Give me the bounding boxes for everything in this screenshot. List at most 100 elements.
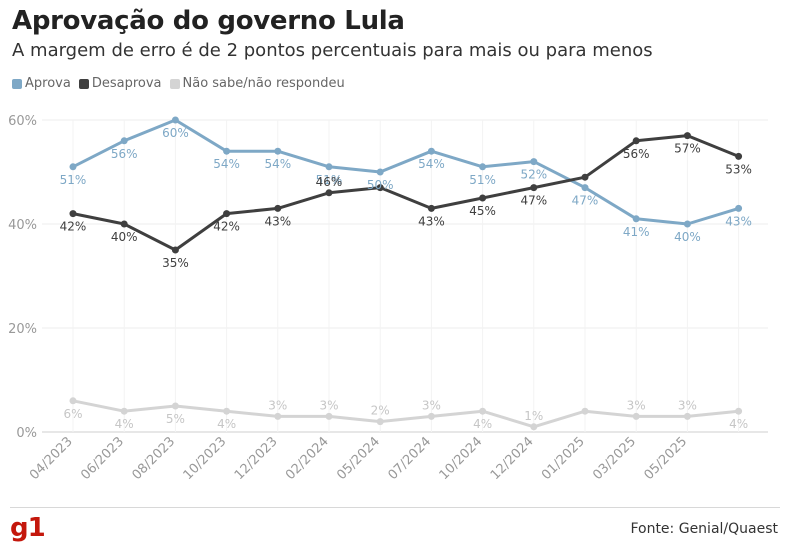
y-tick-label: 0% (16, 426, 37, 441)
data-point (69, 210, 77, 218)
line-chart: 0%20%40%60%04/2023 06/2023 08/2023 10/2023 1… (8, 114, 768, 483)
data-label: 4% (115, 417, 134, 431)
data-label: 51% (60, 173, 87, 187)
data-point (120, 137, 128, 145)
data-point (427, 147, 435, 155)
x-tick-label: 10/2023 (181, 434, 230, 483)
data-label: 3% (422, 398, 441, 412)
data-point (274, 204, 282, 212)
data-label: 4% (473, 417, 492, 431)
data-label: 47% (572, 194, 599, 208)
footer-divider (10, 507, 780, 508)
legend-swatch-nao-sabe (169, 78, 180, 89)
data-label: 5% (166, 412, 185, 426)
chart-subtitle: A margem de erro é de 2 pontos percentua… (12, 40, 653, 61)
data-label: 43% (418, 214, 445, 228)
x-tick-label: 05/2025 (641, 434, 690, 483)
data-point (325, 189, 333, 197)
y-tick-label: 20% (8, 322, 37, 337)
data-label: 54% (213, 157, 240, 171)
series-line (71, 118, 741, 226)
data-point (274, 412, 282, 420)
x-tick-label: 08/2023 (129, 434, 178, 483)
data-point (274, 147, 282, 155)
legend-item-desaprova: Desaprova (78, 76, 162, 91)
data-label: 3% (627, 398, 646, 412)
data-label: 43% (264, 214, 291, 228)
data-point (223, 147, 231, 155)
data-label: 35% (162, 256, 189, 270)
data-point (530, 158, 538, 166)
x-tick-label: 04/2023 (27, 434, 76, 483)
data-label: 54% (418, 157, 445, 171)
data-point (632, 137, 640, 145)
data-point (325, 163, 333, 171)
data-label: 40% (674, 230, 701, 244)
data-label: 3% (319, 398, 338, 412)
data-label: 4% (217, 417, 236, 431)
data-label: 42% (60, 220, 87, 234)
data-label: 56% (111, 147, 138, 161)
data-label: 54% (264, 157, 291, 171)
data-point (427, 204, 435, 212)
legend-label-desaprova: Desaprova (91, 76, 162, 91)
data-point (735, 204, 743, 212)
data-label: 53% (725, 162, 752, 176)
data-label: 40% (111, 230, 138, 244)
data-label: 4% (729, 417, 748, 431)
data-point (69, 397, 77, 405)
x-tick-label: 12/2024 (488, 434, 537, 483)
data-point (427, 412, 435, 420)
x-tick-label: 05/2024 (334, 434, 383, 483)
x-tick-label: 07/2024 (385, 434, 434, 483)
data-point (479, 163, 487, 171)
data-label: 6% (63, 407, 82, 421)
data-point (735, 152, 743, 160)
data-label: 51% (316, 173, 343, 187)
x-tick-label: 02/2024 (283, 434, 332, 483)
data-point (530, 184, 538, 192)
data-label: 3% (678, 398, 697, 412)
source-text: Fonte: Genial/Quaest (630, 521, 778, 537)
data-label: 51% (469, 173, 496, 187)
series-line (71, 134, 741, 252)
x-tick-label: 06/2023 (78, 434, 127, 483)
data-point (171, 402, 179, 410)
data-point (683, 132, 691, 140)
data-point (223, 210, 231, 218)
data-point (376, 418, 384, 426)
legend: Aprova Desaprova Não sabe/não respondeu (12, 76, 353, 91)
legend-item-nao-sabe: Não sabe/não respondeu (169, 76, 345, 91)
data-point (632, 215, 640, 223)
x-tick-label: 03/2025 (590, 434, 639, 483)
data-point (581, 184, 589, 192)
data-point (69, 163, 77, 171)
y-tick-label: 40% (8, 218, 37, 233)
data-point (376, 184, 384, 192)
data-point (120, 407, 128, 415)
series-line (71, 399, 741, 429)
data-point (325, 412, 333, 420)
data-label: 52% (520, 168, 547, 182)
data-label: 47% (520, 194, 547, 208)
data-label: 57% (674, 142, 701, 156)
data-label: 50% (367, 178, 394, 192)
g1-logo: g1 (10, 513, 46, 543)
data-label: 60% (162, 126, 189, 140)
legend-label-nao-sabe: Não sabe/não respondeu (182, 76, 345, 91)
chart-title: Aprovação do governo Lula (12, 6, 405, 36)
legend-item-aprova: Aprova (12, 76, 71, 91)
data-point (479, 194, 487, 202)
data-point (223, 407, 231, 415)
x-tick-label: 10/2024 (437, 434, 486, 483)
data-point (171, 116, 179, 124)
data-label: 1% (524, 409, 543, 423)
data-point (632, 412, 640, 420)
data-label: 56% (623, 147, 650, 161)
data-label: 46% (316, 175, 343, 189)
data-label: 3% (268, 398, 287, 412)
x-tick-label: 12/2023 (232, 434, 281, 483)
legend-swatch-desaprova (78, 78, 89, 89)
data-label: 41% (623, 225, 650, 239)
y-tick-label: 60% (8, 114, 37, 129)
